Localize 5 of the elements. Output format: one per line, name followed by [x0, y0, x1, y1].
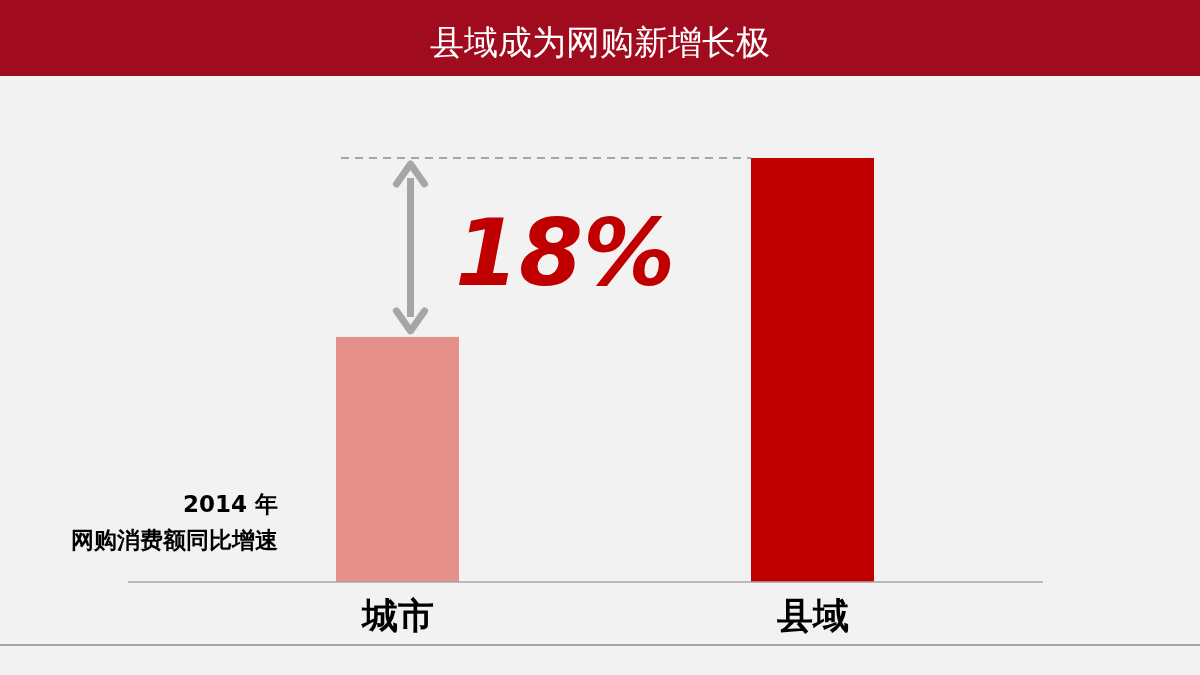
- chart-title: 县域成为网购新增长极: [430, 22, 770, 62]
- annotation: 18%: [454, 200, 676, 307]
- x-tick-label: 县域: [775, 595, 849, 636]
- x-tick-label: 城市: [359, 595, 434, 636]
- y-axis-title: 2014 年网购消费额同比增速: [71, 491, 278, 553]
